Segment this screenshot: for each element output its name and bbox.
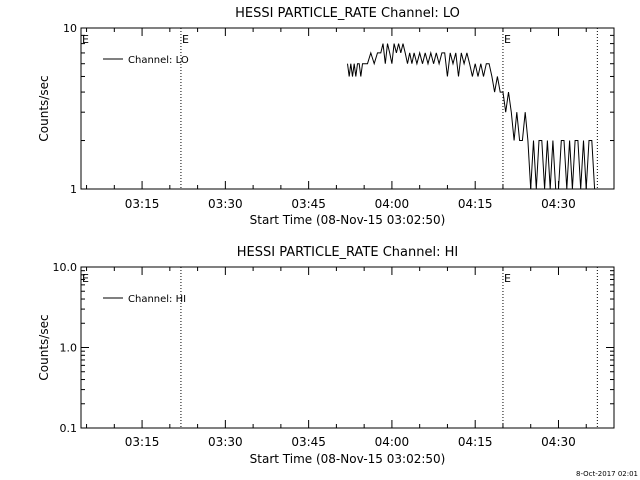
legend-label: Channel: HI bbox=[128, 294, 186, 305]
y-tick-label: 1.0 bbox=[60, 342, 78, 355]
chart-title: HESSI PARTICLE_RATE Channel: HI bbox=[237, 245, 458, 260]
y-tick-label: 1 bbox=[70, 183, 77, 196]
x-tick-label: 03:30 bbox=[208, 197, 243, 211]
y-axis-label: Counts/sec bbox=[37, 314, 51, 380]
hi-channel-panel: HESSI PARTICLE_RATE Channel: HI Counts/se… bbox=[37, 245, 615, 466]
axes-frame bbox=[80, 266, 615, 429]
event-marker-label: E bbox=[82, 33, 89, 46]
event-marker-label: E bbox=[504, 33, 511, 46]
y-axis-label: Counts/sec bbox=[37, 75, 51, 141]
footer-timestamp: 8-Oct-2017 02:01 bbox=[576, 470, 638, 478]
x-tick-label: 03:45 bbox=[291, 435, 326, 449]
x-tick-label: 03:30 bbox=[208, 435, 243, 449]
x-tick-label: 04:00 bbox=[375, 435, 410, 449]
chart-title: HESSI PARTICLE_RATE Channel: LO bbox=[235, 6, 460, 21]
y-tick-label: 10.0 bbox=[53, 261, 78, 274]
x-axis-label: Start Time (08-Nov-15 03:02:50) bbox=[250, 213, 446, 227]
x-tick-label: 04:15 bbox=[458, 197, 493, 211]
x-tick-label: 03:45 bbox=[291, 197, 326, 211]
x-tick-label: 04:30 bbox=[541, 435, 576, 449]
axes-frame bbox=[80, 27, 615, 190]
x-tick-label: 04:00 bbox=[375, 197, 410, 211]
x-tick-label: 04:15 bbox=[458, 435, 493, 449]
x-axis-label: Start Time (08-Nov-15 03:02:50) bbox=[250, 452, 446, 466]
event-marker-label: E bbox=[82, 272, 89, 285]
x-tick-label: 03:15 bbox=[125, 197, 160, 211]
series-line bbox=[347, 43, 598, 190]
y-tick-label: 10 bbox=[63, 22, 77, 35]
event-marker-label: E bbox=[504, 272, 511, 285]
x-tick-label: 03:15 bbox=[125, 435, 160, 449]
legend-label: Channel: LO bbox=[128, 55, 189, 66]
event-marker-label: E bbox=[182, 33, 189, 46]
x-tick-label: 04:30 bbox=[541, 197, 576, 211]
lo-channel-panel: HESSI PARTICLE_RATE Channel: LO Counts/se… bbox=[37, 6, 615, 227]
y-tick-label: 0.1 bbox=[60, 422, 78, 435]
